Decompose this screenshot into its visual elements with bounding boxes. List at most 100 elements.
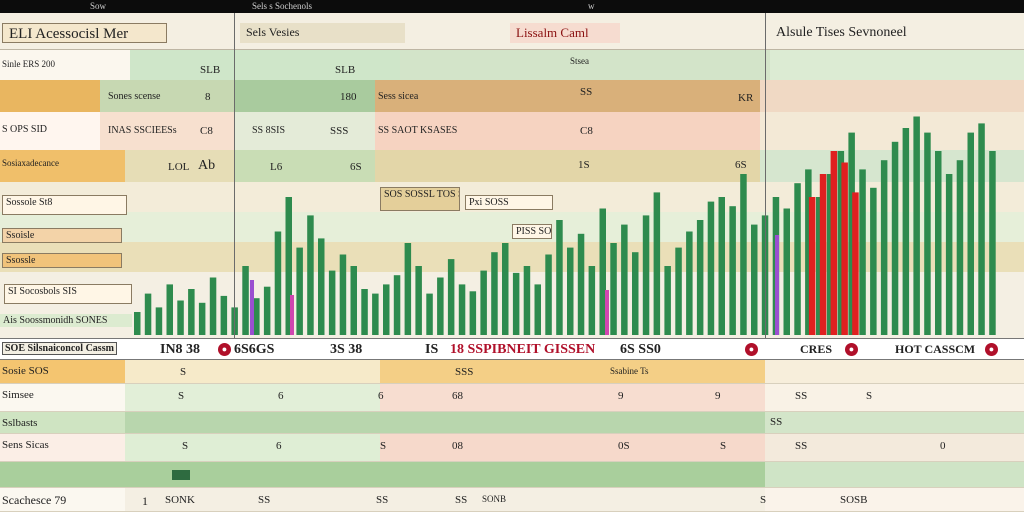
ticker-item-6[interactable]: 18 SSPIBNEIT GISSEN xyxy=(450,342,596,357)
band-3-label: S OPS SID xyxy=(2,124,48,135)
panel-title-4[interactable]: Alsule Tises Sevnoneel xyxy=(776,25,907,40)
chart-bar-green-45 xyxy=(621,224,628,335)
chart-bar-green-8 xyxy=(220,295,228,335)
chart-bar-green-56 xyxy=(740,174,747,335)
band-1-value-2: SLB xyxy=(335,64,356,76)
band-3-value-5: SS SAOT KSASES xyxy=(378,125,458,136)
row-2-label: Simsee xyxy=(2,389,34,401)
chart-bar-green-76 xyxy=(956,160,964,335)
topbar-right-text: w xyxy=(588,1,595,11)
ticker-item-5[interactable]: IS xyxy=(425,342,439,357)
label-box-2: Ssoisle xyxy=(2,228,122,243)
chart-bar-green-50 xyxy=(675,247,682,335)
chart-bar-green-10 xyxy=(242,266,249,335)
topbar-left-text: Sow xyxy=(90,1,107,11)
table-row-3[interactable]: Sslbasts SS xyxy=(0,412,1024,434)
chart-bar-red-66 xyxy=(852,192,859,335)
chart-bar-green-5 xyxy=(188,289,195,335)
chart-bar-green-47 xyxy=(642,215,650,335)
chart-bar-green-7 xyxy=(209,277,217,335)
panel-title-2[interactable]: Sels Vesies xyxy=(240,23,405,43)
chart-bar-green-13 xyxy=(274,231,282,335)
row-4-value-2: 6 xyxy=(276,440,282,452)
ticker-dot-3: ● xyxy=(845,343,858,356)
ticker-item-4[interactable]: 3S 38 xyxy=(330,342,363,357)
row-2-value-5: 9 xyxy=(618,390,624,402)
chart-bar-green-32 xyxy=(480,270,487,335)
row-3-value-7: SS xyxy=(770,416,783,428)
chart-bar-green-43 xyxy=(599,208,606,335)
row-2-value-6: 9 xyxy=(715,390,721,402)
band-4-value-3: L6 xyxy=(270,161,283,173)
chart-bar-green-28 xyxy=(437,277,444,335)
ticker-item-9[interactable]: HOT CASSCM xyxy=(895,342,976,356)
chart-bar-green-40 xyxy=(567,247,574,335)
band-4-value-2: Ab xyxy=(198,158,216,173)
chart-bar-green-54 xyxy=(718,197,725,335)
table-row-1[interactable]: Sosie SOS S SSS Ssabine Ts xyxy=(0,360,1024,384)
chart-accent-bar-0 xyxy=(250,280,254,335)
chart-bar-green-38 xyxy=(545,254,552,335)
ticker-item-2[interactable]: IN8 38 xyxy=(160,342,201,357)
row-4-value-4: 08 xyxy=(452,440,463,452)
chart-bar-green-72 xyxy=(913,116,920,335)
band-2-value-5: SS xyxy=(580,86,593,98)
chart-bar-red-63 xyxy=(819,174,827,335)
chart-bar-green-2 xyxy=(155,307,163,335)
row-5-marker xyxy=(172,470,190,480)
chart-bar-green-69 xyxy=(880,160,888,335)
divider-1 xyxy=(234,13,235,512)
bar-chart xyxy=(0,50,1024,338)
table-row-5[interactable] xyxy=(0,462,1024,488)
ticker-item-7[interactable]: 6S SS0 xyxy=(620,342,661,357)
row-4-label: Sens Sicas xyxy=(2,439,49,451)
table-row-4[interactable]: Sens Sicas S 6 S 08 0S S SS 0 xyxy=(0,434,1024,462)
band-4-value-4: 6S xyxy=(350,161,362,173)
panel-title-3[interactable]: Lissalm Caml xyxy=(510,23,620,43)
divider-2 xyxy=(765,13,766,512)
chart-bar-red-62 xyxy=(808,197,816,335)
chart-bar-green-51 xyxy=(686,231,693,335)
chart-bar-green-57 xyxy=(751,224,758,335)
band-3-value-1: INAS SSCIEESs xyxy=(108,125,177,136)
band-2-value-3: 180 xyxy=(340,91,357,103)
chart-bar-green-67 xyxy=(859,169,866,335)
row-1-value-3: Ssabine Ts xyxy=(610,366,649,376)
row-4-value-6: S xyxy=(720,440,727,452)
row-4-value-1: S xyxy=(182,440,189,452)
chart-bar-green-44 xyxy=(610,243,617,335)
ticker-item-8[interactable]: CRES xyxy=(800,342,833,356)
band-4-label: Sosiaxadecance xyxy=(2,158,59,168)
panel-title-1[interactable]: ELI Acessocisl Mer xyxy=(2,23,167,43)
chart-bar-green-26 xyxy=(415,266,422,335)
table-row-6[interactable]: Scachesce 79 1 SONK SS SS SS SONB S SOSB xyxy=(0,488,1024,512)
chart-bar-green-66 xyxy=(848,132,855,335)
band-3-value-4: SSS xyxy=(330,125,349,137)
ticker-dot-1: ● xyxy=(218,343,231,356)
label-box-4: SI Socosbols SIS xyxy=(4,284,132,304)
band-1: Sinle ERS 200 SLB SLB Stsea xyxy=(0,50,1024,80)
row-6-value-8: SOSB xyxy=(840,494,868,506)
chart-bar-green-19 xyxy=(339,254,347,335)
row-6-value-1: 1 xyxy=(142,494,148,508)
chart-bar-green-64 xyxy=(826,174,834,335)
chart-bar-green-0 xyxy=(134,312,141,335)
chart-bar-green-36 xyxy=(523,266,531,335)
chart-bar-green-34 xyxy=(502,243,509,335)
chart-bar-green-20 xyxy=(350,266,357,335)
chart-bar-green-41 xyxy=(577,233,585,335)
ticker-item-3[interactable]: 6S6GS xyxy=(234,342,275,357)
band-4-value-5: 1S xyxy=(578,159,590,171)
row-1-label: Sosie SOS xyxy=(2,365,49,377)
chart-bar-green-22 xyxy=(372,293,379,335)
row-6-value-6: SONB xyxy=(482,494,507,504)
chart-bar-green-60 xyxy=(783,208,790,335)
chart-bar-green-1 xyxy=(144,293,152,335)
table-row-2[interactable]: Simsee S 6 6 68 9 9 SS S xyxy=(0,384,1024,412)
ticker-item-1[interactable]: SOE Silsnaiconcol Cassm xyxy=(2,342,117,355)
chart-bar-green-25 xyxy=(404,243,412,335)
band-4-value-1: LOL xyxy=(168,161,190,173)
chart-bar-green-24 xyxy=(393,275,401,335)
title-bar: ELI Acessocisl Mer Sels Vesies Lissalm C… xyxy=(0,13,1024,50)
chart-bar-green-79 xyxy=(989,151,996,335)
